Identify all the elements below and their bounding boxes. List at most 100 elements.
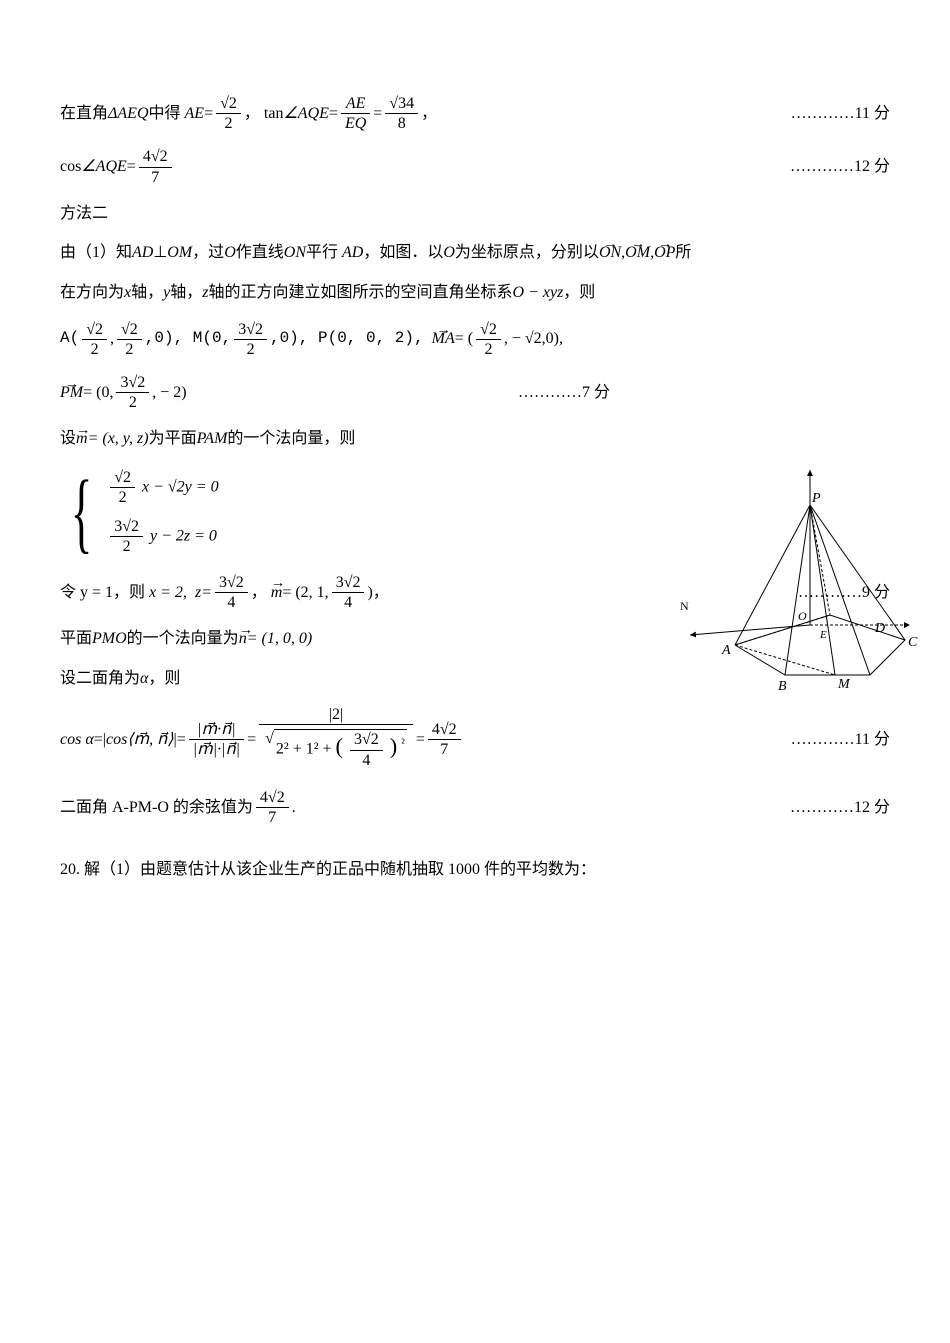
- score-7: …………7 分: [518, 380, 610, 406]
- sys1-frac: √22: [110, 468, 135, 507]
- sqrt-big: √ 2² + 1² + ( 3√24 ) ²: [265, 729, 407, 769]
- p1g: 所: [675, 240, 691, 266]
- text-mid-1: 中得: [149, 101, 181, 127]
- z-frac: 3√24: [215, 573, 248, 612]
- dihedral-then: ，则: [148, 666, 180, 692]
- eq-5: =: [94, 727, 103, 753]
- A-pref: A(: [60, 326, 79, 352]
- n-val: = (1, 0, 0): [247, 626, 312, 652]
- p2c: 轴，: [170, 280, 202, 306]
- fig-label-N: N: [680, 599, 689, 613]
- P-coord: , P(0, 0, 2),: [299, 326, 424, 352]
- cos-den: 7: [139, 168, 172, 187]
- p1e: ，如图．以: [363, 240, 443, 266]
- s2n: 3√2: [110, 517, 143, 537]
- score-11b: …………11 分: [791, 727, 890, 753]
- method-2: 方法二: [60, 201, 108, 227]
- M-y-n: 3√2: [234, 320, 267, 340]
- eight: 8: [385, 114, 418, 133]
- line-cos-aqe-left: cos ∠AQE = 4√2 7: [60, 147, 175, 186]
- p1d: 平行: [306, 240, 338, 266]
- let-y: 令 y = 1，则: [60, 580, 145, 606]
- sys2-rest: y − 2z = 0: [150, 528, 217, 545]
- angle-aqe-2: ∠AQE: [81, 154, 126, 180]
- eq-7: =: [247, 727, 256, 753]
- coords-line-2-content: PM = (0, 3√22 , − 2): [60, 373, 187, 412]
- MA-open: = (: [455, 326, 473, 352]
- comma-3: ,: [559, 326, 563, 352]
- MA-rest: , − √2,0): [504, 326, 559, 352]
- den-inner-1: 2² + 1² +: [276, 741, 336, 758]
- eq-4: =: [127, 154, 136, 180]
- fig-label-B: B: [778, 679, 787, 694]
- fig-label-C: C: [908, 635, 918, 650]
- angle-aqe-1: ∠AQE: [283, 101, 328, 127]
- m-var-1: m: [76, 426, 88, 452]
- sys-eq-1: √22 x − √2y = 0: [107, 468, 218, 507]
- vec-OM: OM: [625, 240, 650, 266]
- M-pref: , M(0,: [174, 326, 232, 352]
- c-den: 7: [256, 808, 289, 827]
- PM-open: = (0,: [83, 380, 113, 406]
- cos-alpha: cos α: [60, 727, 94, 753]
- eq-den: EQ: [341, 114, 370, 133]
- ON-1: ON: [284, 240, 306, 266]
- p1b: ，过: [192, 240, 224, 266]
- MAxn: √2: [476, 320, 501, 340]
- O-xyz: O − xyz: [513, 280, 564, 306]
- comma-4: ，: [251, 580, 267, 606]
- let-y-content: 令 y = 1，则 x = 2, z= 3√24 ， m = (2, 1, 3√…: [60, 573, 389, 612]
- set-m-line: 设 m = (x, y, z) 为平面 PAM 的一个法向量，则: [60, 426, 890, 452]
- c-num: 4√2: [256, 788, 289, 808]
- fig-label-E: E: [819, 629, 827, 641]
- method-2-heading: 方法二: [60, 201, 890, 227]
- PAM: PAM: [197, 426, 228, 452]
- eq-8: =: [416, 727, 425, 753]
- score-12: …………12 分: [790, 154, 890, 180]
- frac-4sqrt2-7: 4√2 7: [139, 147, 172, 186]
- PMyn: 3√2: [116, 373, 149, 393]
- sys2-frac: 3√22: [110, 517, 143, 556]
- dfn: 3√2: [350, 730, 383, 750]
- plane-PMO: 平面: [60, 626, 92, 652]
- vec-PM: PM: [60, 380, 83, 406]
- A-y-n: √2: [117, 320, 142, 340]
- set-m-content: 设 m = (x, y, z) 为平面 PAM 的一个法向量，则: [60, 426, 355, 452]
- tan: tan: [264, 101, 284, 127]
- big-den: √ 2² + 1² + ( 3√24 ) ²: [259, 725, 413, 773]
- comma-5: ，: [373, 580, 389, 606]
- coords-line-1: A( √22, √22 ,0) , M(0, 3√22 ,0) , P(0, 0…: [60, 320, 890, 359]
- den-frac: 3√24: [350, 730, 383, 769]
- m-xyz: = (x, y, z): [88, 426, 149, 452]
- radical-icon: √: [265, 729, 274, 769]
- eq-1: =: [204, 101, 213, 127]
- conclusion-frac: 4√2 7: [256, 788, 289, 827]
- eq-2: =: [329, 101, 338, 127]
- left-brace-icon: {: [71, 490, 93, 535]
- p2d: 轴的正方向建立如图所示的空间直角坐标系: [209, 280, 513, 306]
- PMO: PMO: [92, 626, 127, 652]
- OM-1: OM: [167, 240, 192, 266]
- cos-formula-content: cos α = | cos⟨m⃗, n⃗⟩ | = |m⃗·n⃗| |m⃗|·|…: [60, 705, 464, 774]
- mn-den: |m⃗|·|n⃗|: [189, 740, 244, 759]
- n-var: n: [239, 626, 247, 652]
- score-11: …………11 分: [791, 101, 890, 127]
- m-eq-open: = (2, 1,: [282, 580, 328, 606]
- z-eq: z=: [195, 580, 212, 606]
- s2d: 2: [110, 537, 143, 556]
- sqrt-arg: 2² + 1² + ( 3√24 ) ²: [274, 729, 407, 769]
- final-den: 7: [428, 740, 461, 759]
- M-y: 3√22: [234, 320, 267, 359]
- fig-label-A: A: [721, 643, 731, 658]
- zn: 3√2: [215, 573, 248, 593]
- p1c: 作直线: [236, 240, 284, 266]
- vec-MA: MA: [432, 326, 455, 352]
- O-1: O: [224, 240, 236, 266]
- frac-ae-eq: AE EQ: [341, 94, 370, 133]
- vec-OP: OP: [654, 240, 675, 266]
- AD-1: AD: [132, 240, 153, 266]
- eq-6: =: [177, 727, 186, 753]
- ae-den: 2: [216, 114, 241, 133]
- q20: 20. 解（1）由题意估计从该企业生产的正品中随机抽取 1000 件的平均数为：: [60, 857, 596, 883]
- cos-num: 4√2: [139, 147, 172, 167]
